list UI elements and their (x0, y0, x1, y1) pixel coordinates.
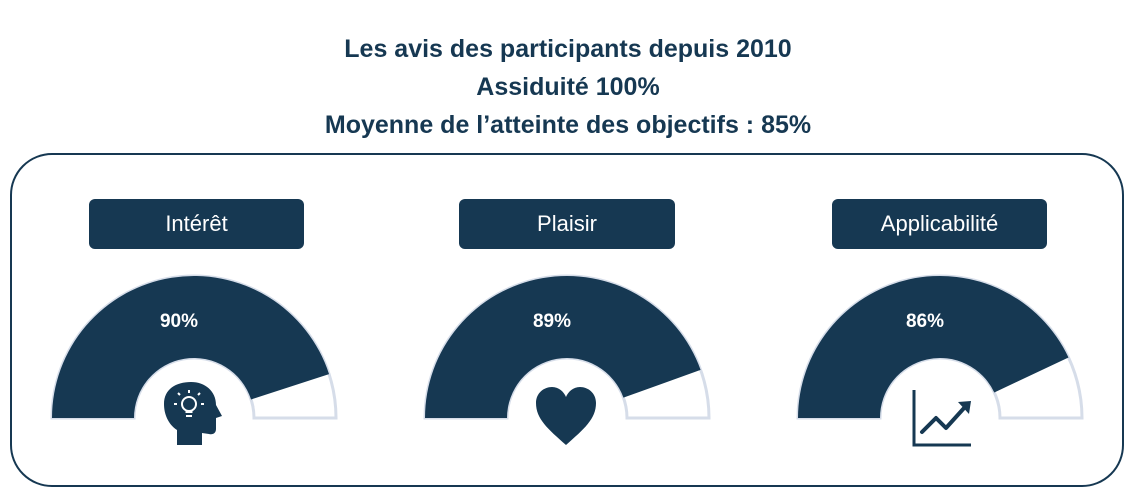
moyenne-text: Moyenne de l’atteinte des objectifs : 85… (324, 111, 812, 139)
page-title: Les avis des participants depuis 2010 (344, 35, 792, 63)
assiduite-text: Assiduité 100% (476, 73, 660, 101)
gauge-fill (52, 276, 330, 418)
trend-chart-icon (912, 390, 971, 447)
category-label-interet: Intérêt (89, 199, 304, 249)
head-lightbulb-icon (164, 382, 222, 445)
gauge-value-label: 86% (906, 311, 944, 332)
gauge-value-label: 89% (533, 311, 571, 332)
category-label-plaisir: Plaisir (459, 199, 675, 249)
gauge-fill (798, 275, 1069, 418)
gauge-value-label: 90% (160, 311, 198, 332)
header: Les avis des participants depuis 2010 As… (0, 30, 1136, 144)
heart-icon (536, 387, 596, 445)
category-label-applicabilite: Applicabilité (832, 199, 1047, 249)
gauge-fill (425, 276, 701, 418)
